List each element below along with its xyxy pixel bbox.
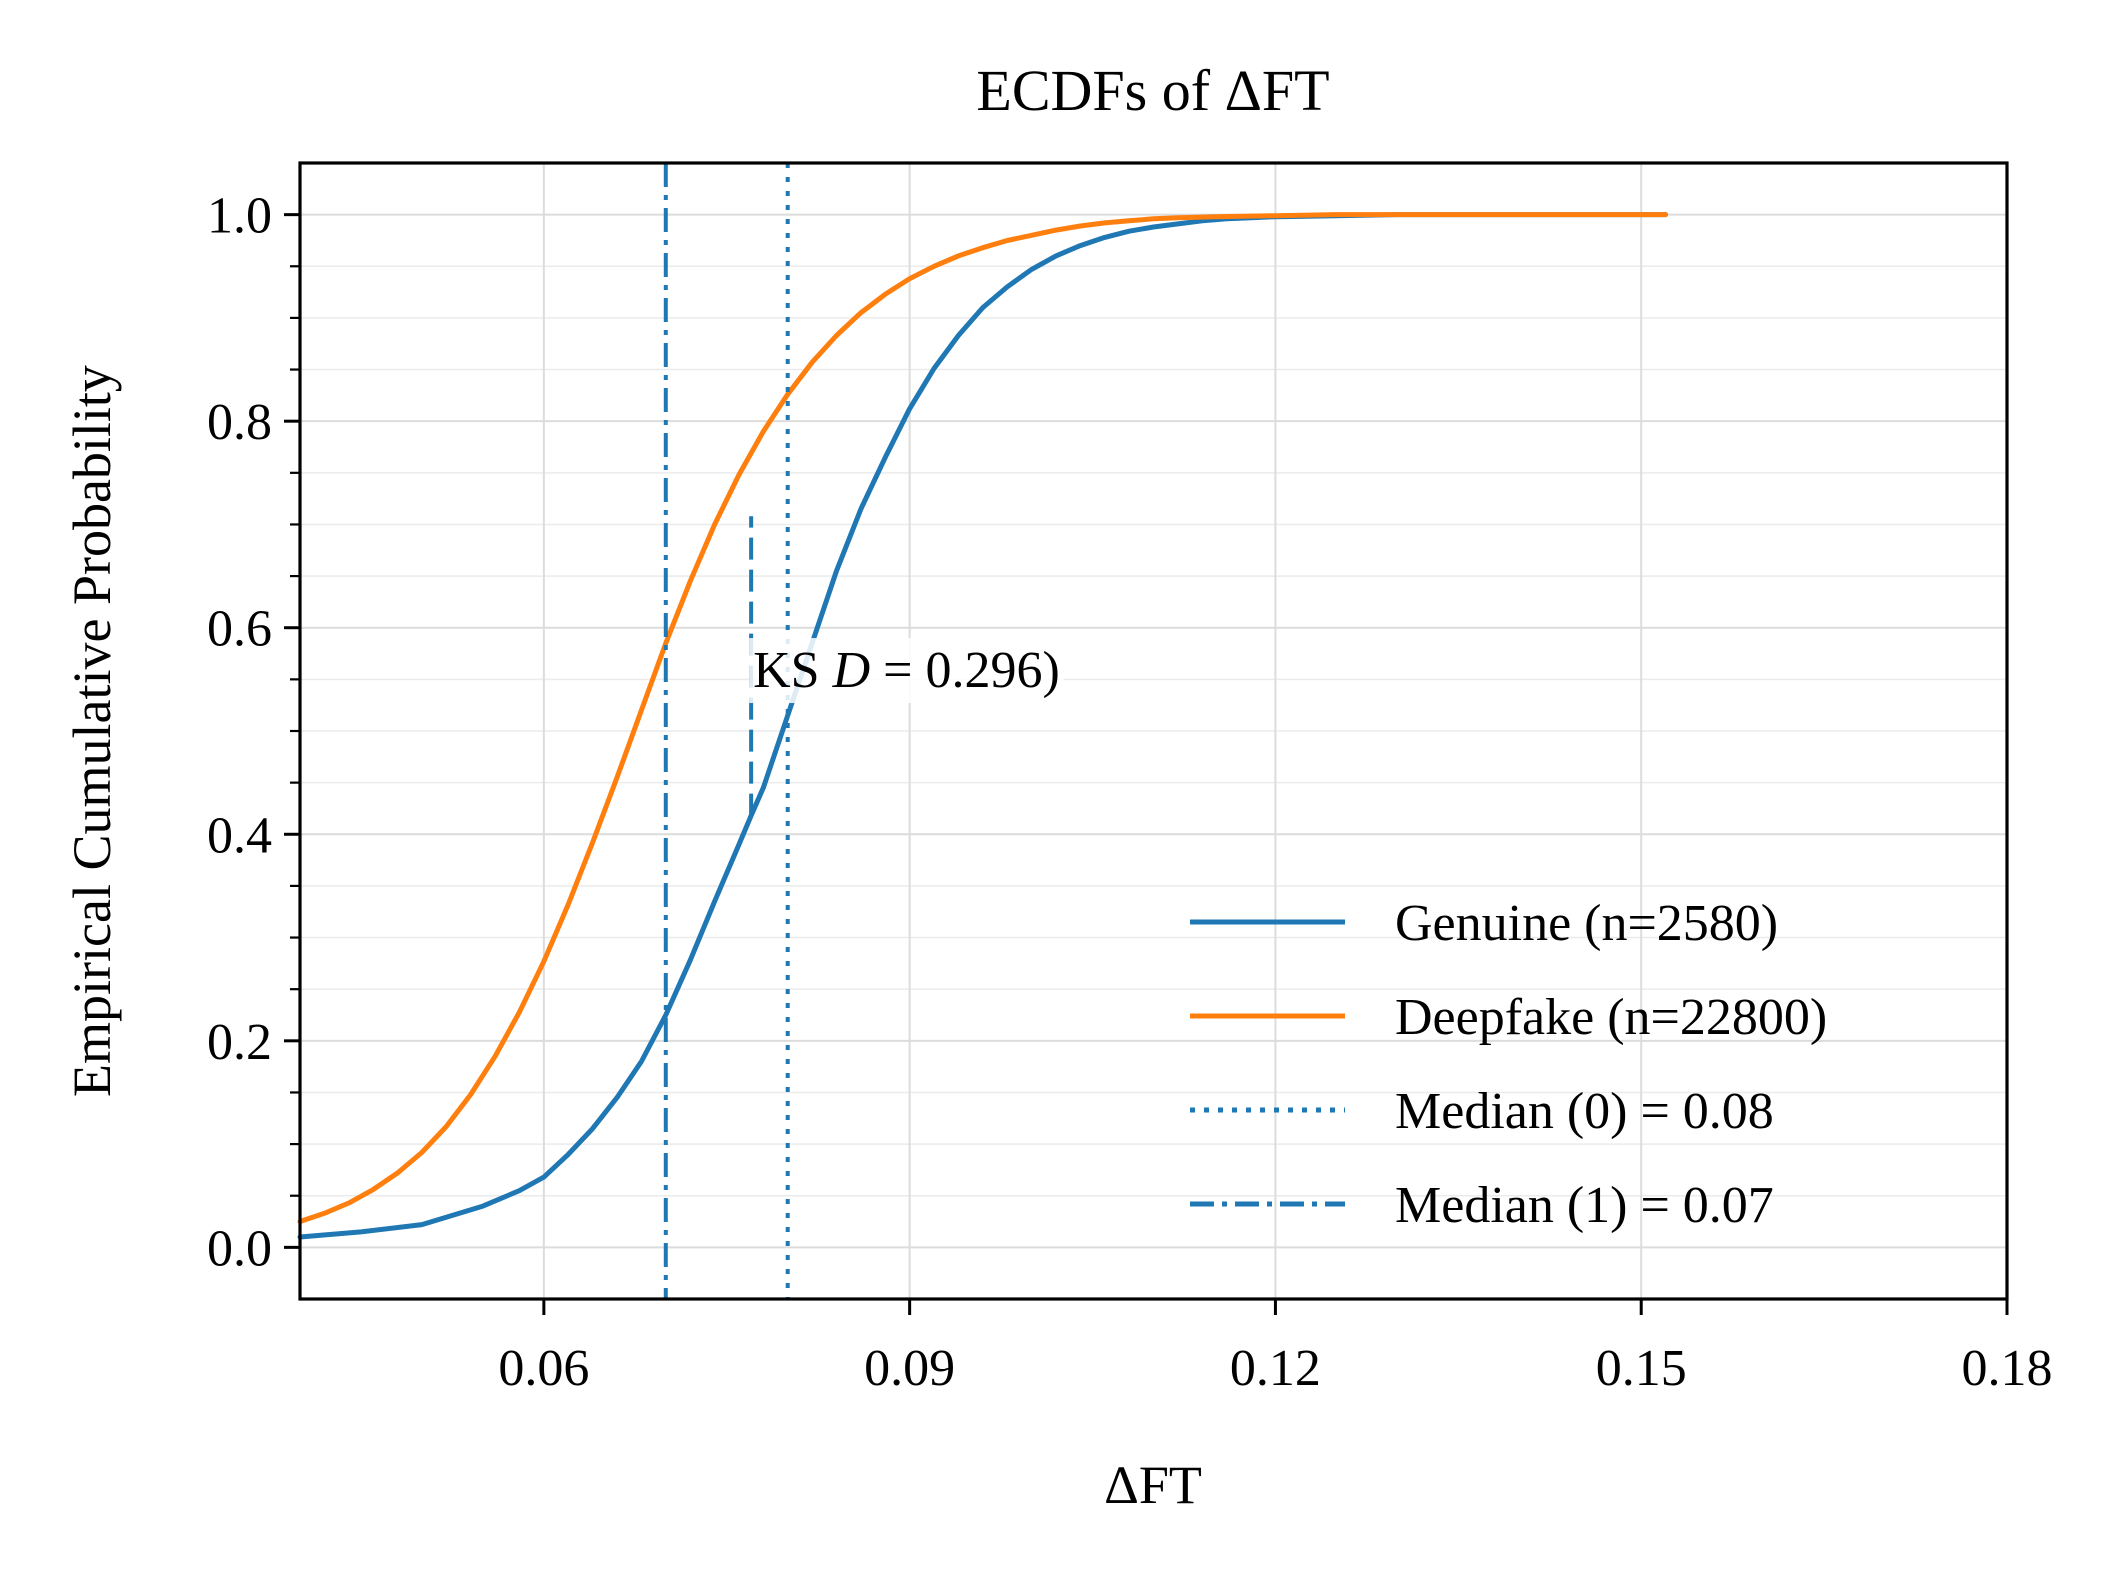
legend-item-median-0: Median (0) = 0.08 xyxy=(1190,1083,1774,1140)
ks-annotation-value: = 0.296) xyxy=(870,642,1060,699)
y-tick-label: 1.0 xyxy=(207,188,272,245)
y-tick-label: 0.8 xyxy=(207,394,272,451)
ks-annotation-symbol: D xyxy=(832,642,871,699)
chart-title: ECDFs of ΔFT xyxy=(976,58,1329,123)
y-tick-label: 0.4 xyxy=(207,807,272,864)
y-tick-label: 0.6 xyxy=(207,601,272,658)
legend-item-genuine: Genuine (n=2580) xyxy=(1190,895,1778,952)
ks-annotation-background xyxy=(749,638,1064,704)
x-tick-label: 0.06 xyxy=(498,1340,589,1397)
series-line-deepfake xyxy=(297,212,1669,1224)
legend-item-median-1: Median (1) = 0.07 xyxy=(1190,1177,1774,1234)
y-tick-label: 0.0 xyxy=(207,1220,272,1277)
x-tick-label: 0.15 xyxy=(1596,1340,1687,1397)
ks-annotation-prefix: KS xyxy=(753,642,832,699)
series-line-genuine xyxy=(297,212,1669,1240)
ks-annotation-text: KS D = 0.296) xyxy=(753,642,1060,699)
y-tick-label: 0.2 xyxy=(207,1014,272,1071)
ks-annotation: KS D = 0.296) xyxy=(749,638,1064,704)
legend: Genuine (n=2580) Deepfake (n=22800) Medi… xyxy=(1190,895,1827,1234)
legend-label-median-1: Median (1) = 0.07 xyxy=(1395,1177,1774,1234)
legend-label-genuine: Genuine (n=2580) xyxy=(1395,895,1778,952)
grid-layer xyxy=(300,163,2008,1299)
plot-frame xyxy=(298,161,2009,1301)
legend-item-deepfake: Deepfake (n=22800) xyxy=(1190,989,1827,1046)
x-tick-label: 0.09 xyxy=(864,1340,955,1397)
x-axis-label: ΔFT xyxy=(1104,1455,1202,1515)
y-axis-label: Empirical Cumulative Probability xyxy=(62,365,122,1097)
x-tick-label: 0.12 xyxy=(1230,1340,1321,1397)
ticks-layer: 0.0 0.2 0.4 0.6 0.8 1.0 0.06 0.09 0.12 0.15 0.18 xyxy=(207,188,2053,1397)
legend-label-deepfake: Deepfake (n=22800) xyxy=(1395,989,1827,1046)
legend-label-median-0: Median (0) = 0.08 xyxy=(1395,1083,1774,1140)
x-tick-label: 0.18 xyxy=(1962,1340,2053,1397)
